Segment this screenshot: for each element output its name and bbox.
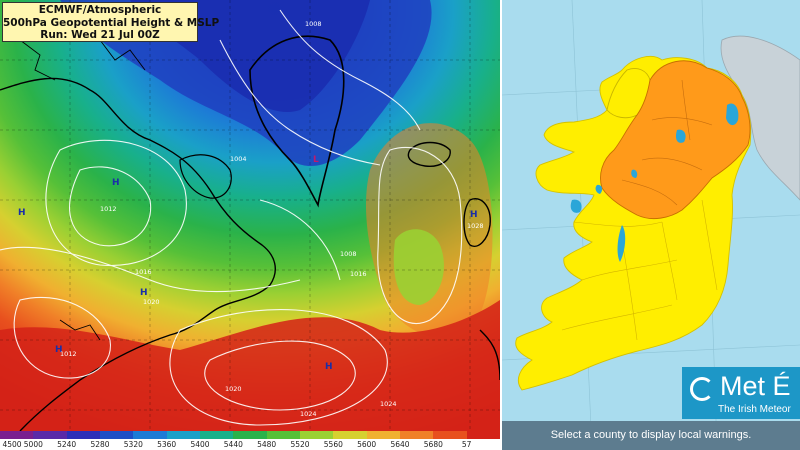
colorbar-tick-label: 5360 — [157, 440, 177, 449]
colorbar-swatch — [166, 431, 200, 439]
colorbar-tick-label: 57 — [461, 440, 472, 449]
logo-tagline: The Irish Meteor — [718, 404, 791, 415]
isobar-label: 1028 — [467, 222, 484, 230]
colorbar-tick-label: 4500 — [2, 440, 22, 449]
colorbar-swatch — [433, 431, 467, 439]
warning-map-panel: Met É The Irish Meteor Select a county t… — [502, 0, 800, 450]
colorbar-tick-label: 5560 — [323, 440, 343, 449]
high-pressure-label: H — [325, 362, 333, 372]
logo-name: Met É — [720, 371, 791, 401]
colorbar-tick-label: 5240 — [57, 440, 77, 449]
low-pressure-label: L — [313, 155, 319, 165]
lough-neagh — [726, 103, 739, 126]
colorbar-swatch — [33, 431, 67, 439]
colorbar-tick-label: 5000 — [23, 440, 43, 449]
ireland-orange-warning-area[interactable] — [600, 60, 751, 220]
isobar-label: 1016 — [135, 268, 152, 276]
colorbar-tick-label: 5680 — [423, 440, 443, 449]
isobar-label: 1012 — [100, 205, 117, 213]
lough-erne — [675, 129, 686, 143]
isobar-label: 1024 — [300, 410, 317, 418]
colorbar-swatch — [366, 431, 400, 439]
colorbar-legend: 4500 5000 5240 5280 5320 5360 5400 5440 5480 5520… — [0, 431, 500, 450]
chart-title-line2: 500hPa Geopotential Height & MSLP — [3, 16, 220, 29]
high-pressure-label: H — [140, 288, 148, 298]
isobar-label: 1024 — [380, 400, 397, 408]
chart-title-line1: ECMWF/Atmospheric — [38, 4, 162, 16]
colorbar-tick-label: 5320 — [123, 440, 143, 449]
isobar-label: 1012 — [60, 350, 77, 358]
colorbar-labels: 4500 5000 5240 5280 5320 5360 5400 5440 5480 5520… — [0, 440, 500, 450]
colorbar-swatches — [0, 431, 500, 439]
chart-title-line3: Run: Wed 21 Jul 00Z — [40, 29, 160, 41]
chart-title-box: ECMWF/Atmospheric 500hPa Geopotential He… — [2, 2, 220, 42]
colorbar-swatch — [233, 431, 267, 439]
colorbar-swatch — [399, 431, 434, 439]
colorbar-swatch — [0, 431, 34, 439]
lough-derg — [617, 225, 626, 262]
isobar-label: 1004 — [230, 155, 247, 163]
isobar-label: 1020 — [143, 298, 160, 306]
colorbar-swatch — [133, 431, 167, 439]
colorbar-tick-label: 5280 — [90, 440, 110, 449]
lough-corrib — [570, 199, 582, 213]
colorbar-swatch — [199, 431, 234, 439]
isobar-label: 1008 — [305, 20, 322, 28]
colorbar-swatch — [266, 431, 300, 439]
high-pressure-label: H — [18, 208, 26, 218]
colorbar-tick-label: 5440 — [223, 440, 243, 449]
ecmwf-chart-panel: ECMWF/Atmospheric 500hPa Geopotential He… — [0, 0, 500, 450]
high-pressure-label: H — [55, 345, 63, 355]
colorbar-swatch — [333, 431, 367, 439]
isobar-label: 1008 — [340, 250, 357, 258]
geopotential-height-map — [0, 0, 500, 431]
colorbar-swatch — [299, 431, 334, 439]
lough-mask — [595, 184, 603, 194]
colorbar-swatch — [466, 431, 500, 439]
panel-divider — [500, 0, 502, 450]
colorbar-tick-label: 5640 — [390, 440, 410, 449]
isobar-label: 1016 — [350, 270, 367, 278]
colorbar-tick-label: 5600 — [357, 440, 377, 449]
met-eireann-logo: Met É The Irish Meteor — [682, 367, 800, 419]
colorbar-tick-label: 5520 — [290, 440, 310, 449]
county-select-hint: Select a county to display local warning… — [502, 421, 800, 450]
high-pressure-label: H — [112, 178, 120, 188]
colorbar-swatch — [66, 431, 100, 439]
lough-ree — [631, 169, 638, 178]
colorbar-tick-label: 5480 — [257, 440, 277, 449]
colorbar-tick-label: 5400 — [190, 440, 210, 449]
ireland-warning-map — [502, 0, 800, 450]
met-eireann-swirl-icon — [690, 377, 714, 401]
high-pressure-label: H — [470, 210, 478, 220]
colorbar-swatch — [99, 431, 134, 439]
isobar-label: 1020 — [225, 385, 242, 393]
